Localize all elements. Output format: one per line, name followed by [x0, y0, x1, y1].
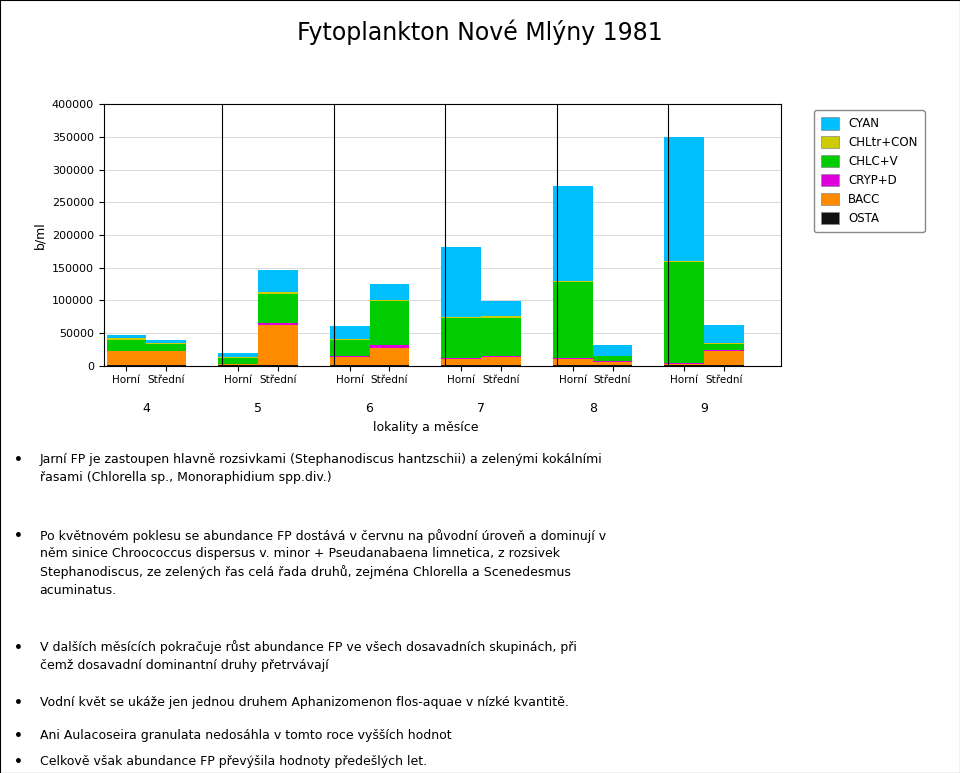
- Text: •: •: [14, 729, 23, 743]
- Bar: [218, 356, 258, 358]
- Bar: [258, 292, 298, 294]
- Text: Po květnovém poklesu se abundance FP dostává v červnu na původní úroveň a dominu: Po květnovém poklesu se abundance FP dos…: [39, 529, 606, 597]
- Bar: [442, 318, 481, 358]
- Text: Vodní květ se ukáže jen jednou druhem Aphanizomenon flos-aquae v nízké kvantitě.: Vodní květ se ukáže jen jednou druhem Ap…: [39, 696, 568, 710]
- Bar: [553, 359, 592, 366]
- Text: •: •: [14, 755, 23, 769]
- Bar: [664, 262, 705, 363]
- Bar: [146, 340, 186, 343]
- Bar: [705, 325, 744, 343]
- Text: Fytoplankton Horní a Prostřední VD N.Mlýny 1981: Fytoplankton Horní a Prostřední VD N.Mlý…: [334, 61, 626, 74]
- Bar: [146, 351, 186, 366]
- Text: 5: 5: [254, 402, 262, 414]
- Bar: [329, 340, 370, 356]
- Bar: [553, 281, 592, 282]
- Bar: [442, 358, 481, 359]
- Bar: [218, 353, 258, 356]
- Bar: [592, 362, 633, 366]
- Bar: [664, 137, 705, 261]
- Bar: [705, 351, 744, 366]
- Text: Jarní FP je zastoupen hlavně rozsivkami (Stephanodiscus hantzschii) a zelenými k: Jarní FP je zastoupen hlavně rozsivkami …: [39, 453, 603, 484]
- Text: •: •: [14, 453, 23, 468]
- Text: •: •: [14, 529, 23, 543]
- Bar: [481, 301, 521, 316]
- Bar: [664, 261, 705, 262]
- Bar: [370, 301, 409, 346]
- Text: 9: 9: [700, 402, 708, 414]
- Bar: [481, 356, 521, 357]
- Bar: [442, 317, 481, 318]
- Bar: [481, 318, 521, 356]
- Bar: [705, 344, 744, 350]
- Text: 6: 6: [366, 402, 373, 414]
- Text: •: •: [14, 696, 23, 710]
- Text: Celkově však abundance FP převýšila hodnoty předešlých let.: Celkově však abundance FP převýšila hodn…: [39, 755, 427, 768]
- Bar: [107, 352, 146, 365]
- Text: V dalších měsících pokračuje růst abundance FP ve všech dosavadních skupinách, p: V dalších měsících pokračuje růst abunda…: [39, 641, 577, 672]
- Bar: [370, 284, 409, 300]
- Bar: [370, 346, 409, 349]
- Bar: [218, 358, 258, 364]
- Bar: [329, 339, 370, 340]
- Bar: [146, 344, 186, 351]
- Bar: [329, 357, 370, 366]
- Bar: [370, 300, 409, 301]
- Text: lokality a měsíce: lokality a měsíce: [372, 421, 478, 434]
- Bar: [146, 343, 186, 344]
- Bar: [481, 357, 521, 366]
- Bar: [553, 358, 592, 359]
- Text: 7: 7: [477, 402, 485, 414]
- Text: •: •: [14, 641, 23, 655]
- Bar: [218, 364, 258, 366]
- Bar: [107, 335, 146, 339]
- Bar: [592, 356, 633, 361]
- Bar: [553, 186, 592, 281]
- Bar: [258, 323, 298, 325]
- Y-axis label: b/ml: b/ml: [34, 221, 46, 249]
- Bar: [442, 359, 481, 366]
- Legend: CYAN, CHLtr+CON, CHLC+V, CRYP+D, BACC, OSTA: CYAN, CHLtr+CON, CHLC+V, CRYP+D, BACC, O…: [814, 111, 924, 232]
- Bar: [442, 247, 481, 317]
- Bar: [370, 349, 409, 366]
- Bar: [258, 325, 298, 365]
- Bar: [705, 343, 744, 344]
- Bar: [553, 282, 592, 358]
- Bar: [107, 339, 146, 351]
- Text: 4: 4: [142, 402, 151, 414]
- Text: 8: 8: [588, 402, 597, 414]
- Bar: [592, 346, 633, 356]
- Bar: [329, 325, 370, 339]
- Text: Ani Aulacoseira granulata nedosáhla v tomto roce vyšších hodnot: Ani Aulacoseira granulata nedosáhla v to…: [39, 729, 451, 742]
- Text: Fytoplankton Nové Mlýny 1981: Fytoplankton Nové Mlýny 1981: [298, 19, 662, 45]
- Bar: [592, 361, 633, 362]
- Bar: [481, 316, 521, 318]
- Bar: [664, 364, 705, 366]
- Bar: [258, 294, 298, 323]
- Bar: [258, 271, 298, 292]
